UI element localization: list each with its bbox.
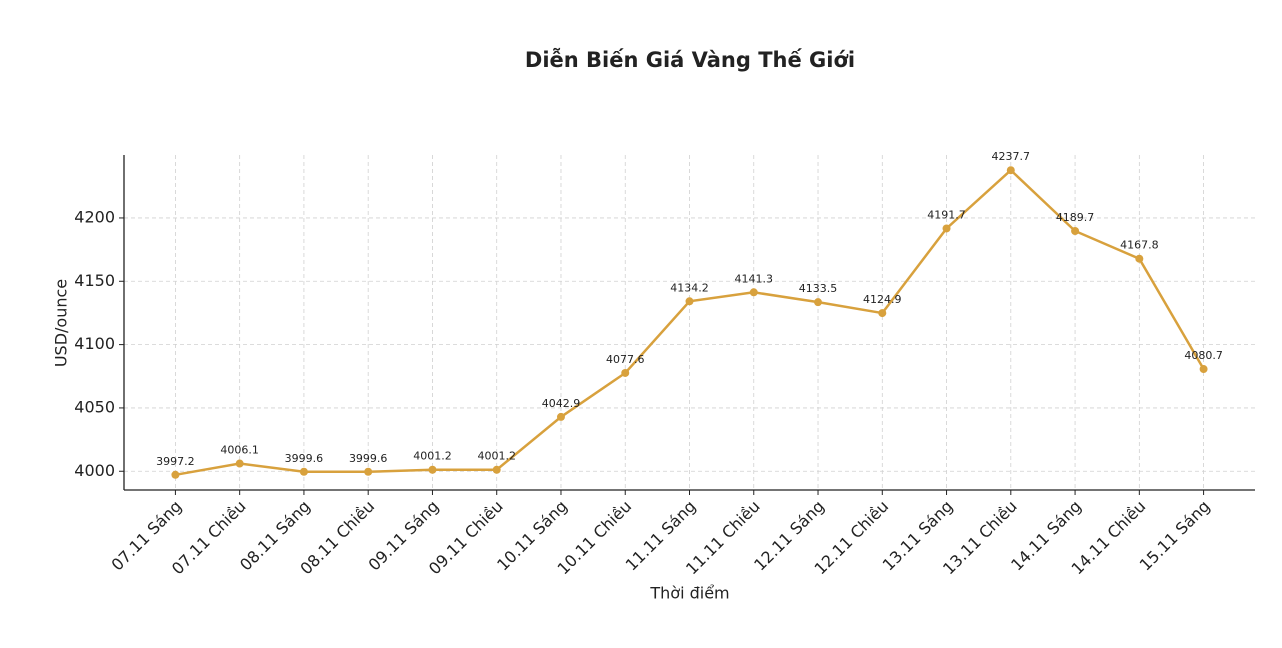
data-label: 4080.7 xyxy=(1184,349,1223,362)
point xyxy=(235,459,244,468)
y-tick-label: 4150 xyxy=(74,271,115,290)
data-label: 4167.8 xyxy=(1120,239,1159,252)
data-label: 4133.5 xyxy=(799,282,838,295)
data-label: 4001.2 xyxy=(413,450,452,463)
point xyxy=(492,465,501,474)
point xyxy=(1135,254,1144,263)
point xyxy=(1006,166,1015,175)
point xyxy=(878,309,887,318)
point xyxy=(428,465,437,474)
point xyxy=(685,297,694,306)
y-tick-label: 4100 xyxy=(74,334,115,353)
y-tick-label: 4000 xyxy=(74,461,115,480)
point xyxy=(556,412,565,421)
point xyxy=(749,288,758,297)
data-label: 3999.6 xyxy=(349,452,388,465)
y-tick-label: 4050 xyxy=(74,397,115,416)
point xyxy=(942,224,951,233)
data-label: 4006.1 xyxy=(220,444,259,457)
data-label: 4001.2 xyxy=(477,450,516,463)
point xyxy=(171,470,180,479)
point xyxy=(1199,365,1208,374)
data-label: 4134.2 xyxy=(670,281,709,294)
data-label: 4189.7 xyxy=(1056,211,1095,224)
data-label: 4141.3 xyxy=(735,272,774,285)
point xyxy=(621,368,630,377)
data-label: 4042.9 xyxy=(542,397,581,410)
point xyxy=(1071,226,1080,235)
point xyxy=(364,467,373,476)
chart-title: Diễn Biến Giá Vàng Thế Giới xyxy=(525,48,855,72)
point xyxy=(814,298,823,307)
data-label: 3997.2 xyxy=(156,455,195,468)
data-label: 3999.6 xyxy=(285,452,324,465)
y-tick-label: 4200 xyxy=(74,207,115,226)
data-label: 4124.9 xyxy=(863,293,902,306)
y-axis-label: USD/ounce xyxy=(52,279,71,367)
data-label: 4077.6 xyxy=(606,353,645,366)
x-axis-label: Thời điểm xyxy=(649,584,729,603)
data-label: 4191.7 xyxy=(927,208,966,221)
data-label: 4237.7 xyxy=(992,150,1031,163)
point xyxy=(299,467,308,476)
